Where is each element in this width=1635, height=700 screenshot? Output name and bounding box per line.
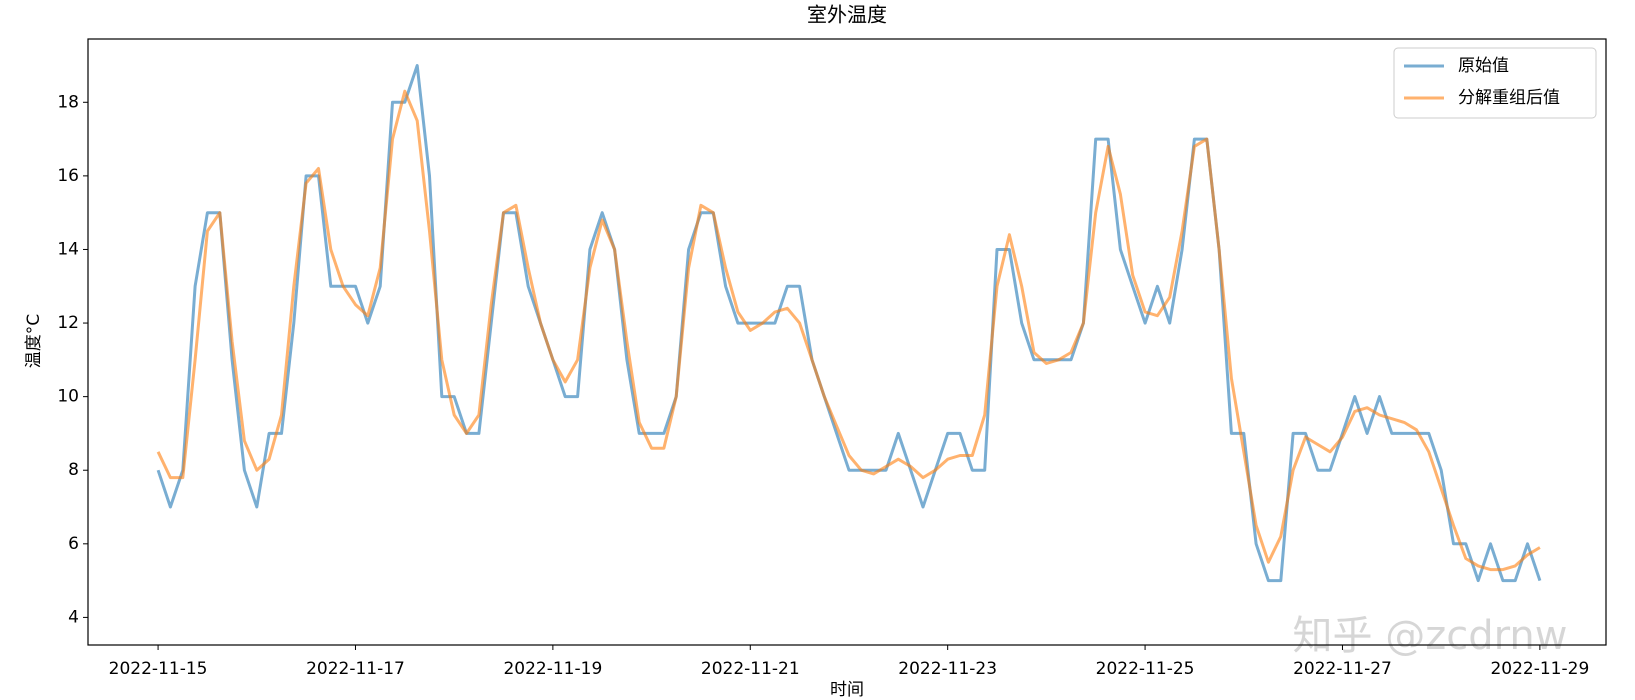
watermark: 知乎 @zcdrnw [1293, 613, 1568, 659]
y-tick-label: 14 [57, 239, 79, 259]
x-tick-label: 2022-11-29 [1490, 659, 1589, 679]
x-axis-label: 时间 [830, 680, 864, 700]
series-line [156, 64, 1542, 583]
x-tick-label: 2022-11-17 [306, 659, 405, 679]
x-tick-label: 2022-11-21 [701, 659, 800, 679]
legend-box [1393, 47, 1597, 119]
y-tick-label: 10 [57, 387, 79, 407]
y-axis-label: 温度°C [24, 314, 44, 368]
y-tick-label: 18 [57, 92, 79, 112]
y-tick-label: 12 [57, 313, 79, 333]
y-tick-label: 6 [68, 534, 79, 554]
y-tick-label: 16 [57, 166, 79, 186]
y-tick-label: 4 [68, 607, 79, 627]
legend-label: 分解重组后值 [1458, 88, 1560, 108]
chart-title: 室外温度 [807, 3, 887, 27]
legend-label: 原始值 [1458, 56, 1509, 76]
x-tick-label: 2022-11-27 [1293, 659, 1392, 679]
x-tick-label: 2022-11-19 [503, 659, 602, 679]
x-tick-label: 2022-11-23 [898, 659, 997, 679]
x-tick-label: 2022-11-15 [109, 659, 208, 679]
x-tick-label: 2022-11-25 [1096, 659, 1195, 679]
plot-frame [87, 38, 1607, 646]
y-tick-label: 8 [68, 460, 79, 480]
series-line [156, 89, 1541, 572]
